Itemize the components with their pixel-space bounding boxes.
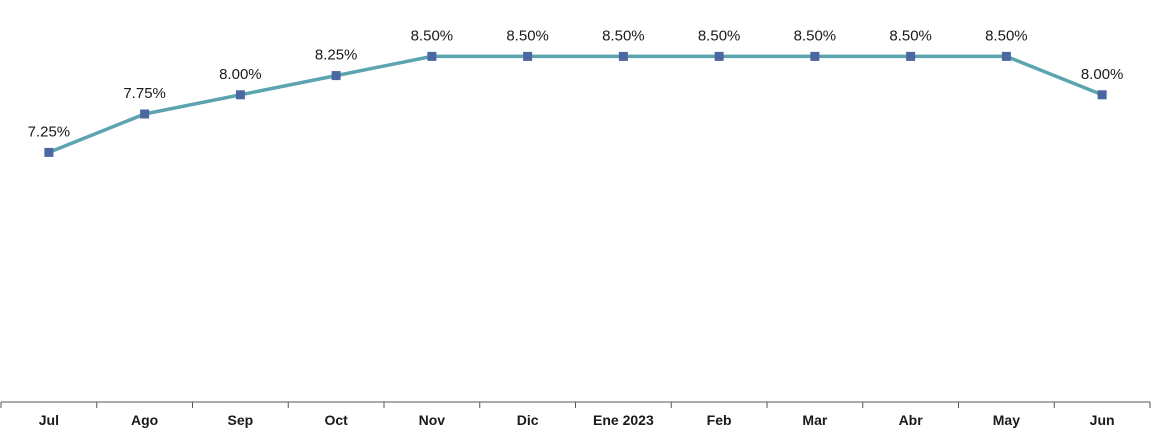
data-point-jul: [44, 147, 54, 157]
x-tick-label-ene-2023: Ene 2023: [593, 412, 654, 428]
x-tick-label-nov: Nov: [419, 412, 446, 428]
x-tick-label-mar: Mar: [802, 412, 827, 428]
data-point-group: [44, 51, 1107, 157]
x-tick-label-feb: Feb: [707, 412, 732, 428]
x-axis: [0, 401, 1151, 408]
x-tick-label-oct: Oct: [324, 412, 348, 428]
x-tick-label-dic: Dic: [517, 412, 539, 428]
x-tick-label-ago: Ago: [131, 412, 158, 428]
data-point-nov: [427, 51, 437, 61]
series-line-group: [47, 54, 1104, 155]
data-point-oct: [331, 71, 341, 81]
x-tick-label-jul: Jul: [39, 412, 59, 428]
data-point-abr: [906, 51, 916, 61]
data-label-nov: 8.50%: [411, 27, 454, 44]
data-label-feb: 8.50%: [698, 27, 741, 44]
data-point-jun: [1097, 90, 1107, 100]
data-label-group: 7.25% 7.75% 8.00% 8.25% 8.50% 8.50% 8.50% 8.50%…: [28, 27, 1124, 140]
data-label-may: 8.50%: [985, 27, 1028, 44]
data-point-mar: [810, 51, 820, 61]
data-label-mar: 8.50%: [794, 27, 837, 44]
data-point-sep: [235, 90, 245, 100]
data-point-ene-2023: [618, 51, 628, 61]
series-line: [47, 54, 1104, 155]
x-tick-label-jun: Jun: [1090, 412, 1115, 428]
data-label-sep: 8.00%: [219, 66, 262, 83]
data-label-abr: 8.50%: [889, 27, 932, 44]
data-label-jun: 8.00%: [1081, 66, 1124, 83]
x-tick-label-abr: Abr: [899, 412, 924, 428]
x-tick-label-sep: Sep: [228, 412, 254, 428]
data-point-may: [1001, 51, 1011, 61]
x-tick-label-may: May: [993, 412, 1020, 428]
data-label-ene-2023: 8.50%: [602, 27, 645, 44]
data-label-oct: 8.25%: [315, 47, 358, 64]
x-tick-label-group: Jul Ago Sep Oct Nov Dic Ene 2023 Feb Mar Abr May Ju…: [39, 412, 1115, 428]
data-label-jul: 7.25%: [28, 123, 71, 140]
data-point-dic: [523, 51, 533, 61]
data-label-ago: 7.75%: [123, 85, 166, 102]
data-point-ago: [140, 109, 150, 119]
data-point-feb: [714, 51, 724, 61]
data-label-dic: 8.50%: [506, 27, 549, 44]
